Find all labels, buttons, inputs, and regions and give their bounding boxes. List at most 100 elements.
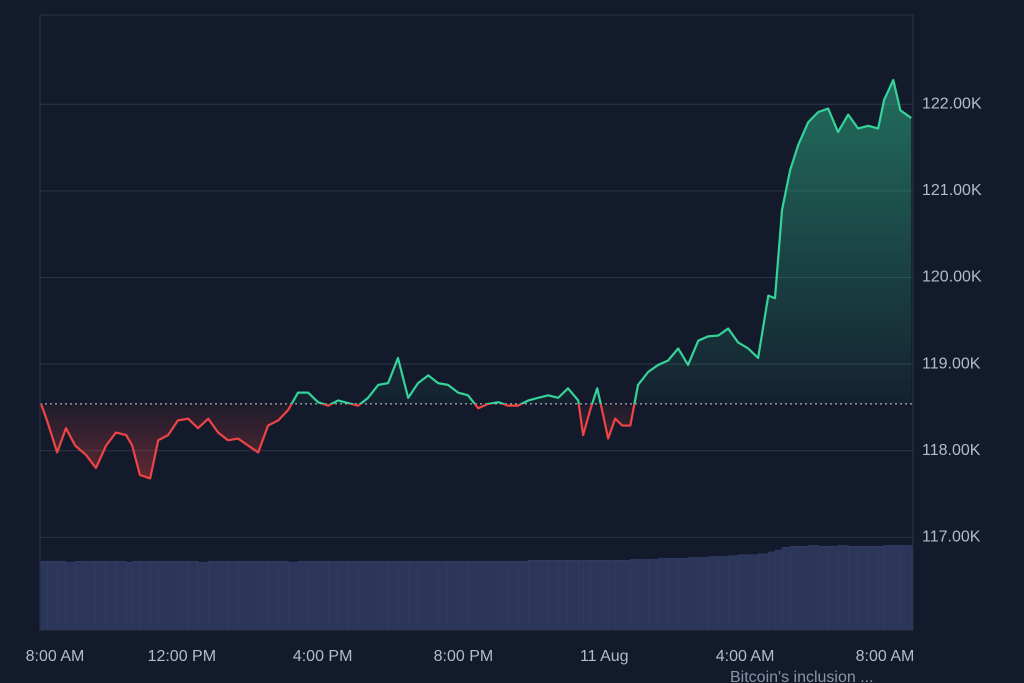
x-tick-label: 4:00 AM <box>716 648 775 665</box>
volume-bar <box>548 560 559 631</box>
volume-bar <box>677 558 689 631</box>
volume-bar <box>781 546 791 631</box>
volume-bar <box>582 560 591 631</box>
volume-bar <box>577 560 584 631</box>
volume-bar <box>667 558 679 631</box>
y-tick-label: 117.00K <box>922 529 981 546</box>
volume-bar <box>707 556 719 631</box>
volume-bar <box>507 560 519 631</box>
volume-bar <box>56 560 67 631</box>
volume-bar <box>847 546 859 631</box>
x-tick-label: 12:00 PM <box>148 648 216 665</box>
volume-bar <box>807 545 819 631</box>
x-tick-label: 8:00 AM <box>856 648 915 665</box>
y-tick-label: 121.00K <box>922 182 982 199</box>
y-tick-label: 119.00K <box>922 355 981 372</box>
volume-bar <box>367 560 379 631</box>
volume-bar <box>328 560 339 631</box>
volume-bar <box>115 560 127 631</box>
volume-bar <box>297 560 309 631</box>
volume-bar <box>727 555 739 631</box>
volume-bar <box>827 546 839 631</box>
volume-bar <box>797 546 809 631</box>
volume-bar <box>65 561 76 631</box>
volume-bar <box>437 560 449 631</box>
volume-bar <box>537 560 549 631</box>
volume-bar <box>287 561 299 631</box>
volume-bar <box>718 556 729 631</box>
y-tick-label: 122.00K <box>922 95 982 112</box>
volume-bar <box>197 561 209 631</box>
volume-bar <box>868 546 879 631</box>
y-tick-label: 120.00K <box>922 269 982 286</box>
volume-bar <box>630 559 639 631</box>
x-tick-label: 8:00 PM <box>434 648 494 665</box>
volume-bar <box>177 560 189 631</box>
volume-bar <box>657 558 669 631</box>
volume-bar <box>517 560 529 631</box>
volume-bar <box>149 560 159 631</box>
volume-bar <box>40 560 48 631</box>
volume-bar <box>74 560 87 631</box>
volume-bar <box>698 557 709 631</box>
y-tick-label: 118.00K <box>922 442 981 459</box>
volume-bar <box>267 560 279 631</box>
volume-bar <box>900 545 912 631</box>
volume-bar <box>427 560 439 631</box>
volume-bar <box>357 560 369 631</box>
price-line <box>39 78 912 480</box>
volume-bar <box>747 554 759 631</box>
volume-bar <box>737 554 749 631</box>
volume-bar <box>893 545 901 631</box>
volume-bar <box>607 560 616 631</box>
volume-bar <box>139 560 151 631</box>
volume-bar <box>621 560 631 631</box>
volume-bar <box>774 549 783 631</box>
volume-bar <box>167 560 179 631</box>
volume-bar <box>237 560 249 631</box>
volume-bar <box>257 560 269 631</box>
volume-bar <box>347 560 359 631</box>
volume-bar <box>487 560 499 631</box>
annotation: Bitcoin's inclusion ... <box>730 669 874 683</box>
volume-bar <box>837 545 849 631</box>
volume-bar <box>417 560 429 631</box>
volume-bar <box>883 545 894 631</box>
volume-bar <box>877 546 885 631</box>
volume-bar <box>457 560 469 631</box>
volume-bar <box>477 560 489 631</box>
volume-bar <box>247 560 259 631</box>
volume-bar <box>648 559 659 631</box>
volume-bar <box>217 560 229 631</box>
volume-bar <box>789 546 799 631</box>
x-tick-label: 11 Aug <box>580 648 629 665</box>
volume-bar <box>637 559 649 631</box>
volume-bar <box>46 560 58 631</box>
volume-bar <box>131 560 141 631</box>
volume-bar <box>95 560 107 631</box>
volume-bar <box>278 560 289 631</box>
volume-bar <box>467 560 479 631</box>
volume-bar <box>157 560 169 631</box>
volume-bar <box>447 560 459 631</box>
volume-bar <box>557 560 569 631</box>
volume-bar <box>227 560 239 631</box>
volume-bar <box>387 560 399 631</box>
volume-bar <box>498 560 509 631</box>
volume-bar <box>527 560 539 631</box>
volume-bar <box>857 546 869 631</box>
plot-frame <box>39 14 914 631</box>
x-tick-label: 4:00 PM <box>293 648 353 665</box>
volume-bar <box>687 557 699 631</box>
volume-bar <box>567 560 579 631</box>
volume-bar <box>207 560 219 631</box>
x-tick-label: 8:00 AM <box>26 648 85 665</box>
volume-bar <box>589 560 598 631</box>
volume-bar <box>757 553 769 631</box>
volume-bar <box>337 560 349 631</box>
volume-bar <box>187 560 199 631</box>
volume-bar <box>596 560 604 631</box>
volume-bar <box>105 560 117 631</box>
